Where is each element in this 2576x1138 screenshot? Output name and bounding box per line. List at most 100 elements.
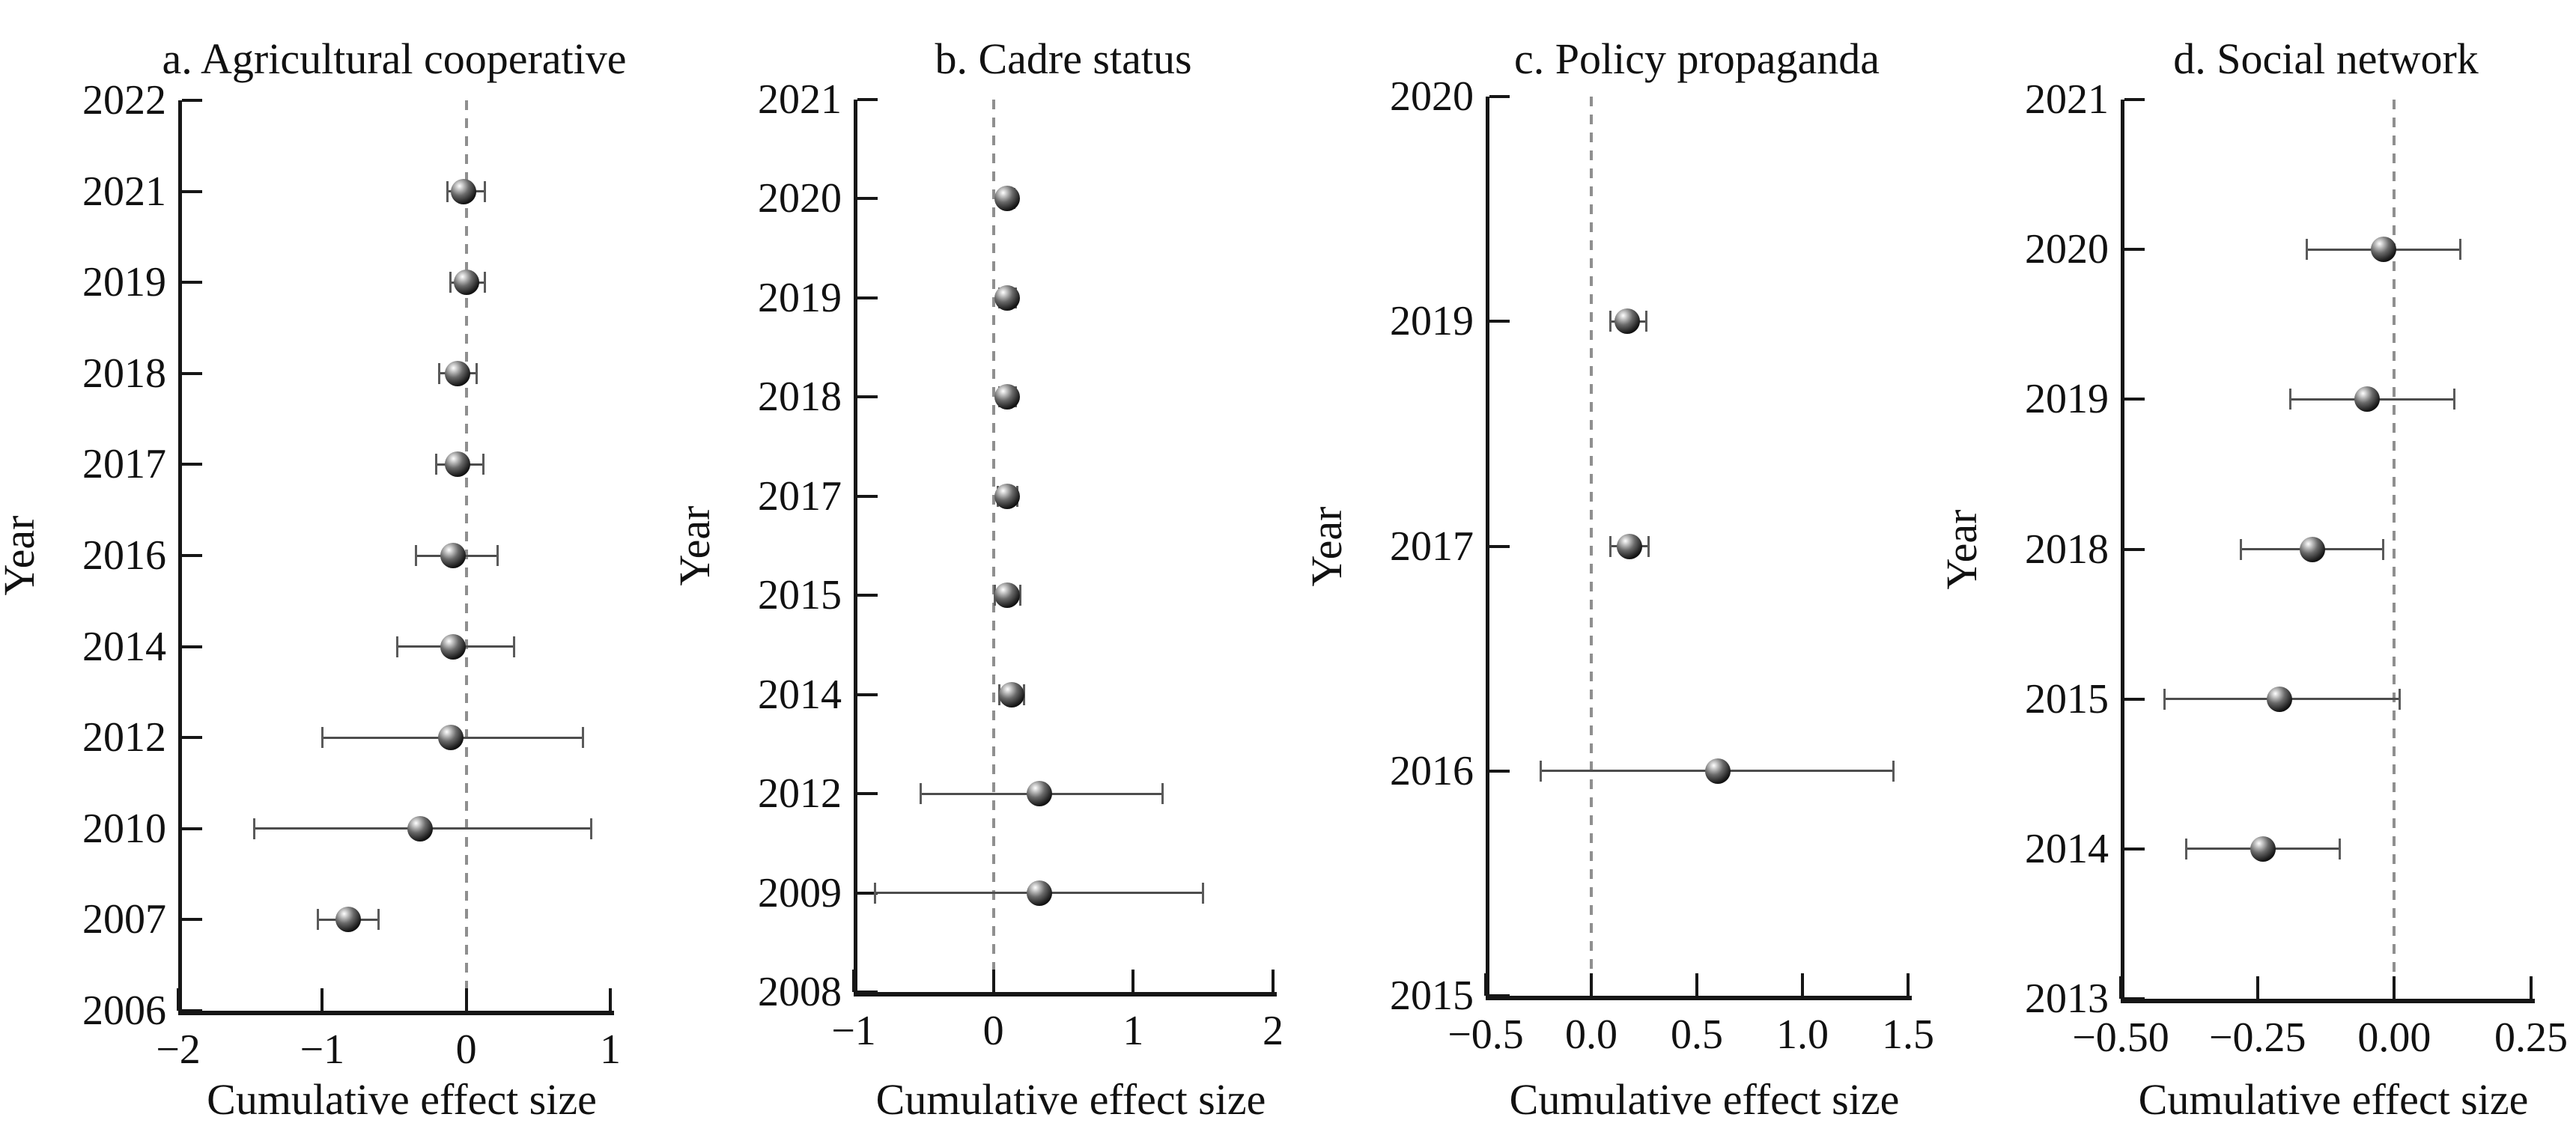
x-tick-mark	[1907, 973, 1910, 996]
y-axis-line	[854, 100, 857, 996]
y-tick-label: 2014	[82, 623, 166, 670]
data-point-marker	[994, 582, 1021, 609]
error-bar-cap-left	[1609, 535, 1611, 557]
x-tick-mark	[1131, 970, 1135, 992]
error-bar-cap-left	[395, 636, 398, 657]
y-tick-mark	[857, 98, 878, 101]
y-tick-mark	[2124, 398, 2145, 401]
y-tick-label: 2013	[2025, 976, 2109, 1022]
y-tick-mark	[182, 189, 202, 193]
x-tick-mark	[1272, 970, 1275, 992]
x-tick-mark	[2530, 976, 2533, 999]
y-tick-mark	[1489, 769, 1510, 773]
y-tick-label: 2020	[758, 175, 842, 222]
x-axis-title: Cumulative effect size	[875, 1075, 1266, 1124]
data-point-marker	[1027, 880, 1053, 906]
x-tick-mark	[1484, 973, 1487, 996]
x-tick-mark	[321, 988, 324, 1011]
y-tick-label: 2012	[82, 714, 166, 761]
y-tick-mark	[182, 99, 202, 102]
x-tick-mark	[609, 988, 612, 1011]
x-tick-mark	[2393, 976, 2396, 999]
x-axis-title: Cumulative effect size	[207, 1075, 597, 1124]
panel-title: c. Policy propaganda	[1513, 34, 1880, 83]
y-tick-mark	[182, 281, 202, 284]
y-tick-label: 2021	[2025, 76, 2109, 123]
y-tick-label: 2022	[82, 77, 166, 124]
error-bar-cap-left	[253, 818, 256, 839]
y-tick-mark	[1489, 320, 1510, 323]
y-tick-mark	[857, 991, 878, 994]
x-tick-mark	[852, 970, 855, 992]
x-tick-mark	[1801, 973, 1804, 996]
y-tick-mark	[857, 594, 878, 597]
data-point-marker	[998, 681, 1024, 708]
y-tick-mark	[182, 918, 202, 922]
y-tick-label: 2020	[2025, 226, 2109, 273]
data-point-marker	[994, 483, 1021, 509]
y-tick-mark	[2124, 547, 2145, 551]
x-tick-label: 1	[600, 1026, 621, 1073]
x-axis-line	[178, 1011, 614, 1015]
error-bar-cap-left	[414, 545, 417, 566]
data-point-marker	[1027, 781, 1053, 807]
error-bar-cap-right	[482, 454, 485, 475]
error-bar-cap-left	[446, 180, 449, 202]
error-bar-cap-left	[2240, 538, 2243, 560]
y-tick-mark	[857, 197, 878, 201]
data-point-marker	[440, 633, 467, 660]
y-tick-label: 2016	[82, 532, 166, 579]
y-tick-label: 2010	[82, 805, 166, 852]
x-axis-line	[854, 992, 1277, 996]
y-tick-mark	[182, 827, 202, 830]
x-tick-label: 1	[1123, 1008, 1144, 1054]
x-tick-label: 0.0	[1565, 1011, 1617, 1058]
y-tick-mark	[1489, 994, 1510, 997]
error-bar-cap-right	[484, 180, 487, 202]
data-point-marker	[994, 384, 1021, 410]
data-point-marker	[440, 543, 467, 568]
data-point-marker	[2370, 237, 2396, 263]
y-tick-label: 2006	[82, 988, 166, 1034]
error-bar-cap-right	[377, 909, 380, 931]
error-bar-cap-right	[1161, 783, 1164, 805]
data-point-marker	[1614, 308, 1640, 335]
y-tick-label: 2009	[758, 869, 842, 916]
error-bar-cap-left	[437, 362, 440, 384]
x-tick-mark	[2119, 976, 2122, 999]
y-tick-label: 2020	[1390, 73, 1474, 120]
y-tick-mark	[857, 693, 878, 696]
x-tick-label: −1	[831, 1008, 876, 1054]
y-axis-line	[2121, 100, 2124, 1003]
y-tick-mark	[857, 296, 878, 299]
x-tick-mark	[2255, 976, 2259, 999]
x-tick-label: −0.5	[1448, 1011, 1524, 1058]
error-bar-cap-right	[1644, 311, 1647, 332]
y-tick-label: 2018	[758, 374, 842, 421]
data-point-marker	[994, 284, 1021, 311]
x-axis-title: Cumulative effect size	[2138, 1075, 2529, 1124]
y-tick-label: 2017	[1390, 523, 1474, 570]
x-tick-label: 1.0	[1776, 1011, 1829, 1058]
x-tick-label: 0	[982, 1008, 1004, 1054]
x-tick-mark	[1590, 973, 1593, 996]
error-bar-cap-left	[1539, 760, 1542, 782]
y-tick-label: 2007	[82, 896, 166, 943]
x-tick-label: 0.5	[1671, 1011, 1723, 1058]
error-bar-cap-left	[449, 272, 452, 293]
error-bar-cap-left	[321, 727, 323, 749]
error-bar-cap-left	[920, 783, 923, 805]
y-tick-mark	[857, 494, 878, 498]
y-tick-label: 2016	[1390, 747, 1474, 794]
y-tick-label: 2017	[758, 472, 842, 520]
error-bar-cap-right	[581, 727, 584, 749]
data-point-marker	[453, 270, 479, 296]
data-point-marker	[450, 178, 476, 204]
error-bar-cap-right	[2453, 389, 2456, 410]
y-tick-mark	[1489, 95, 1510, 98]
x-tick-label: −0.50	[2072, 1014, 2169, 1061]
error-bar-cap-right	[2382, 538, 2385, 560]
y-tick-mark	[2124, 847, 2145, 851]
error-bar-cap-left	[2289, 389, 2291, 410]
